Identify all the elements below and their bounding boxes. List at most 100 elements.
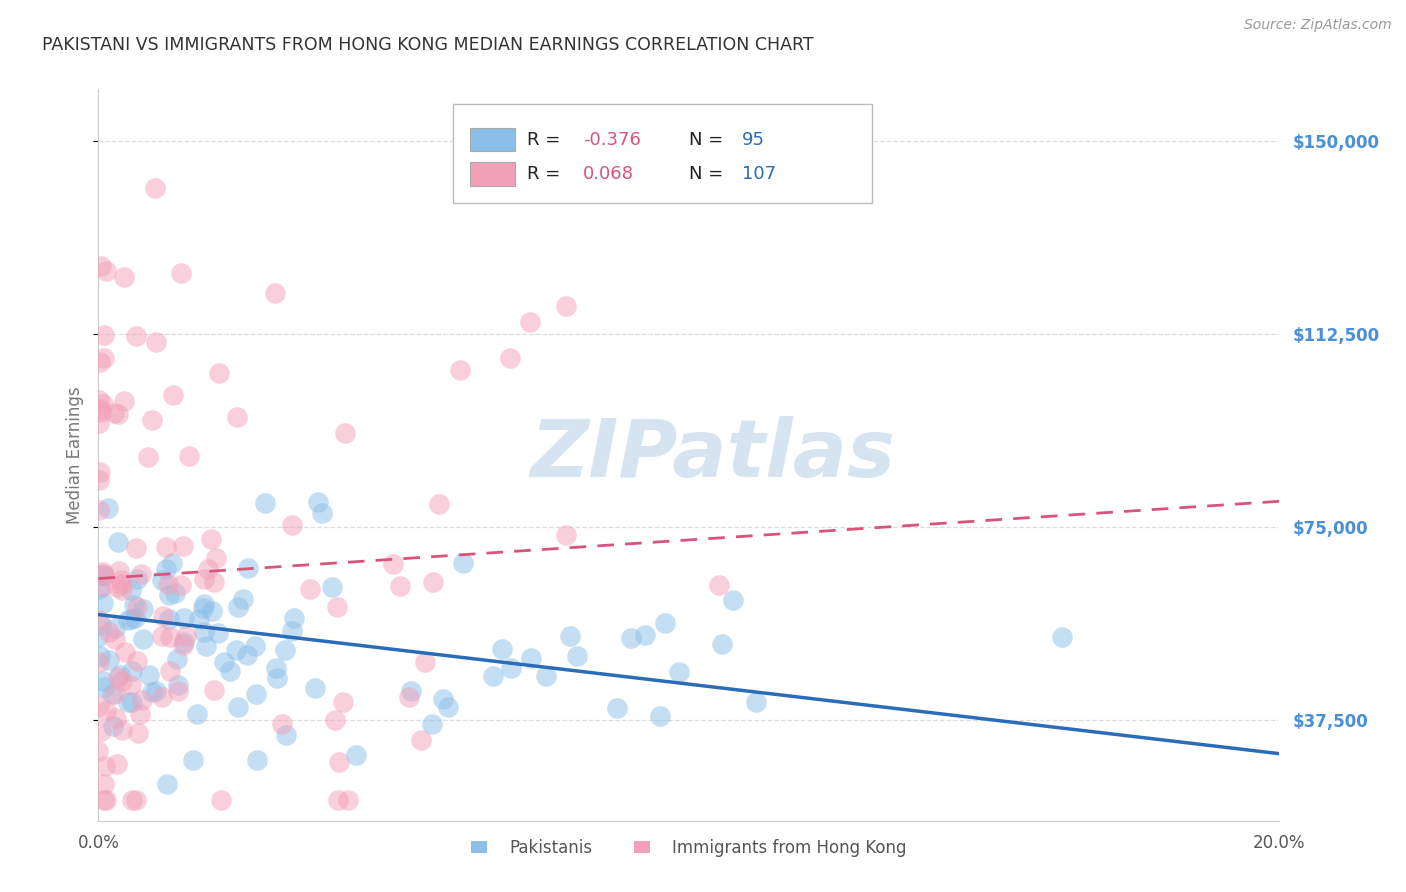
Point (101, 719, 124, 733)
Point (87, 503, 110, 517)
Point (121, 695, 143, 709)
Point (200, 533, 222, 547)
Point (172, 639, 194, 653)
Point (89, 613, 111, 627)
Point (328, 755, 350, 769)
Text: 0.068: 0.068 (582, 165, 634, 183)
Y-axis label: Median Earnings: Median Earnings (66, 386, 84, 524)
Point (172, 539, 194, 553)
Point (110, 668, 132, 682)
FancyBboxPatch shape (453, 103, 872, 202)
Text: -0.376: -0.376 (582, 130, 641, 149)
Point (254, 496, 277, 510)
Point (90, 259, 112, 273)
Point (170, 266, 193, 280)
Point (124, 611, 146, 625)
Point (96, 793, 118, 807)
Point (307, 495, 329, 509)
Point (226, 410, 249, 425)
Point (194, 639, 217, 653)
Point (519, 315, 541, 329)
Text: PAKISTANI VS IMMIGRANTS FROM HONG KONG MEDIAN EARNINGS CORRELATION CHART: PAKISTANI VS IMMIGRANTS FROM HONG KONG M… (42, 36, 814, 54)
Point (165, 585, 187, 599)
Point (648, 709, 671, 723)
Text: R =: R = (527, 130, 561, 149)
Point (200, 604, 222, 618)
Text: 95: 95 (742, 130, 765, 149)
Point (264, 661, 287, 675)
Point (121, 664, 143, 678)
Point (311, 506, 333, 520)
Point (143, 181, 166, 195)
Point (117, 613, 139, 627)
Point (103, 687, 125, 701)
Point (150, 629, 173, 643)
Text: N =: N = (689, 165, 723, 183)
Point (170, 577, 193, 591)
Point (344, 747, 367, 762)
Point (93, 777, 115, 791)
Point (114, 270, 136, 285)
Point (236, 648, 259, 662)
Point (89, 655, 111, 669)
Point (437, 700, 460, 714)
Point (159, 631, 181, 645)
Point (226, 700, 249, 714)
Point (89, 393, 111, 408)
Point (110, 577, 132, 591)
Point (197, 562, 219, 576)
FancyBboxPatch shape (471, 128, 516, 152)
Point (274, 643, 297, 657)
Point (231, 592, 253, 607)
Point (187, 612, 209, 626)
Point (274, 728, 297, 742)
Point (270, 717, 292, 731)
Point (606, 701, 628, 715)
Point (111, 723, 134, 737)
Point (193, 600, 215, 615)
Point (245, 639, 267, 653)
Point (245, 687, 267, 701)
Point (157, 588, 180, 602)
Point (141, 685, 163, 699)
Point (219, 665, 242, 679)
Point (91, 566, 114, 580)
Point (413, 656, 436, 670)
Point (173, 634, 195, 648)
Point (117, 695, 139, 709)
Point (105, 581, 128, 595)
Point (89, 465, 111, 479)
Point (186, 707, 208, 722)
Point (181, 753, 204, 767)
Point (93, 327, 115, 342)
Point (152, 690, 174, 705)
Point (555, 528, 578, 542)
FancyBboxPatch shape (471, 162, 516, 186)
Point (89, 402, 111, 417)
Point (98, 653, 121, 667)
Point (129, 706, 152, 721)
Point (89, 416, 111, 430)
Point (155, 540, 177, 554)
Point (160, 556, 183, 570)
Text: R =: R = (527, 165, 561, 183)
Point (122, 598, 145, 612)
Point (205, 551, 228, 566)
Point (281, 624, 304, 638)
Point (398, 690, 420, 704)
Point (567, 649, 589, 664)
Point (281, 517, 304, 532)
Point (399, 684, 422, 698)
Point (555, 299, 578, 313)
Point (207, 626, 229, 640)
Point (335, 426, 357, 441)
Point (114, 644, 136, 658)
Point (111, 583, 134, 598)
Point (145, 335, 167, 350)
Point (89, 355, 111, 369)
Text: N =: N = (689, 130, 723, 149)
Point (91, 397, 114, 411)
Point (104, 622, 127, 636)
Point (449, 363, 471, 377)
Point (107, 670, 129, 684)
